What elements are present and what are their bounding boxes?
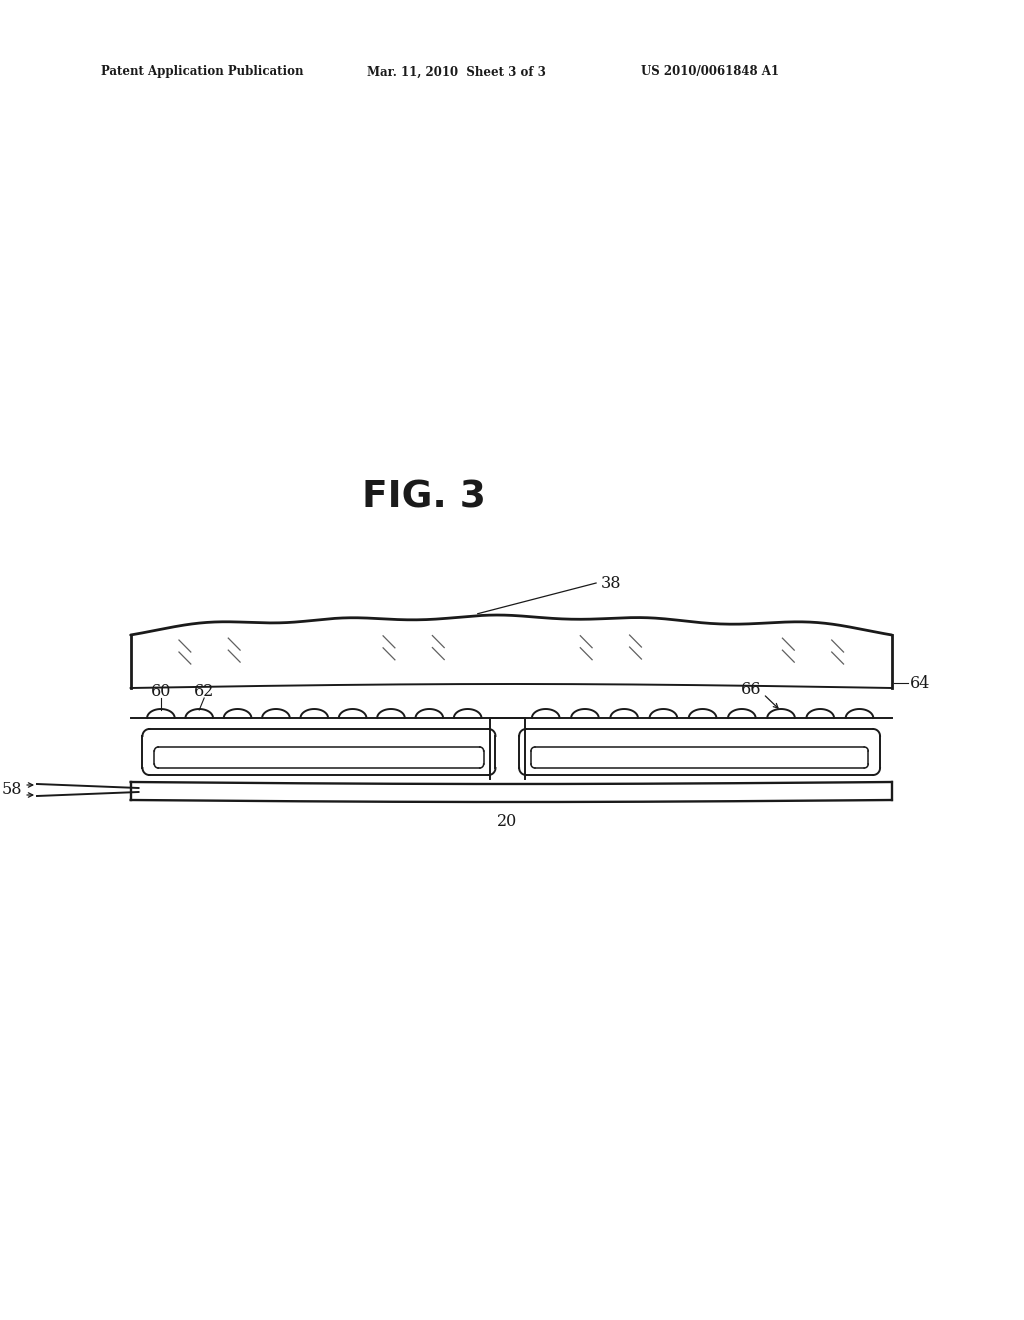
Text: 64: 64 — [909, 675, 930, 692]
Text: US 2010/0061848 A1: US 2010/0061848 A1 — [641, 66, 779, 78]
Text: 38: 38 — [601, 574, 622, 591]
Text: Mar. 11, 2010  Sheet 3 of 3: Mar. 11, 2010 Sheet 3 of 3 — [368, 66, 546, 78]
Text: 60: 60 — [151, 682, 171, 700]
Text: 20: 20 — [498, 813, 517, 830]
Text: 66: 66 — [740, 681, 761, 697]
Text: 62: 62 — [194, 682, 214, 700]
Text: Patent Application Publication: Patent Application Publication — [101, 66, 303, 78]
Text: FIG. 3: FIG. 3 — [361, 479, 485, 515]
Text: 58: 58 — [2, 781, 23, 799]
